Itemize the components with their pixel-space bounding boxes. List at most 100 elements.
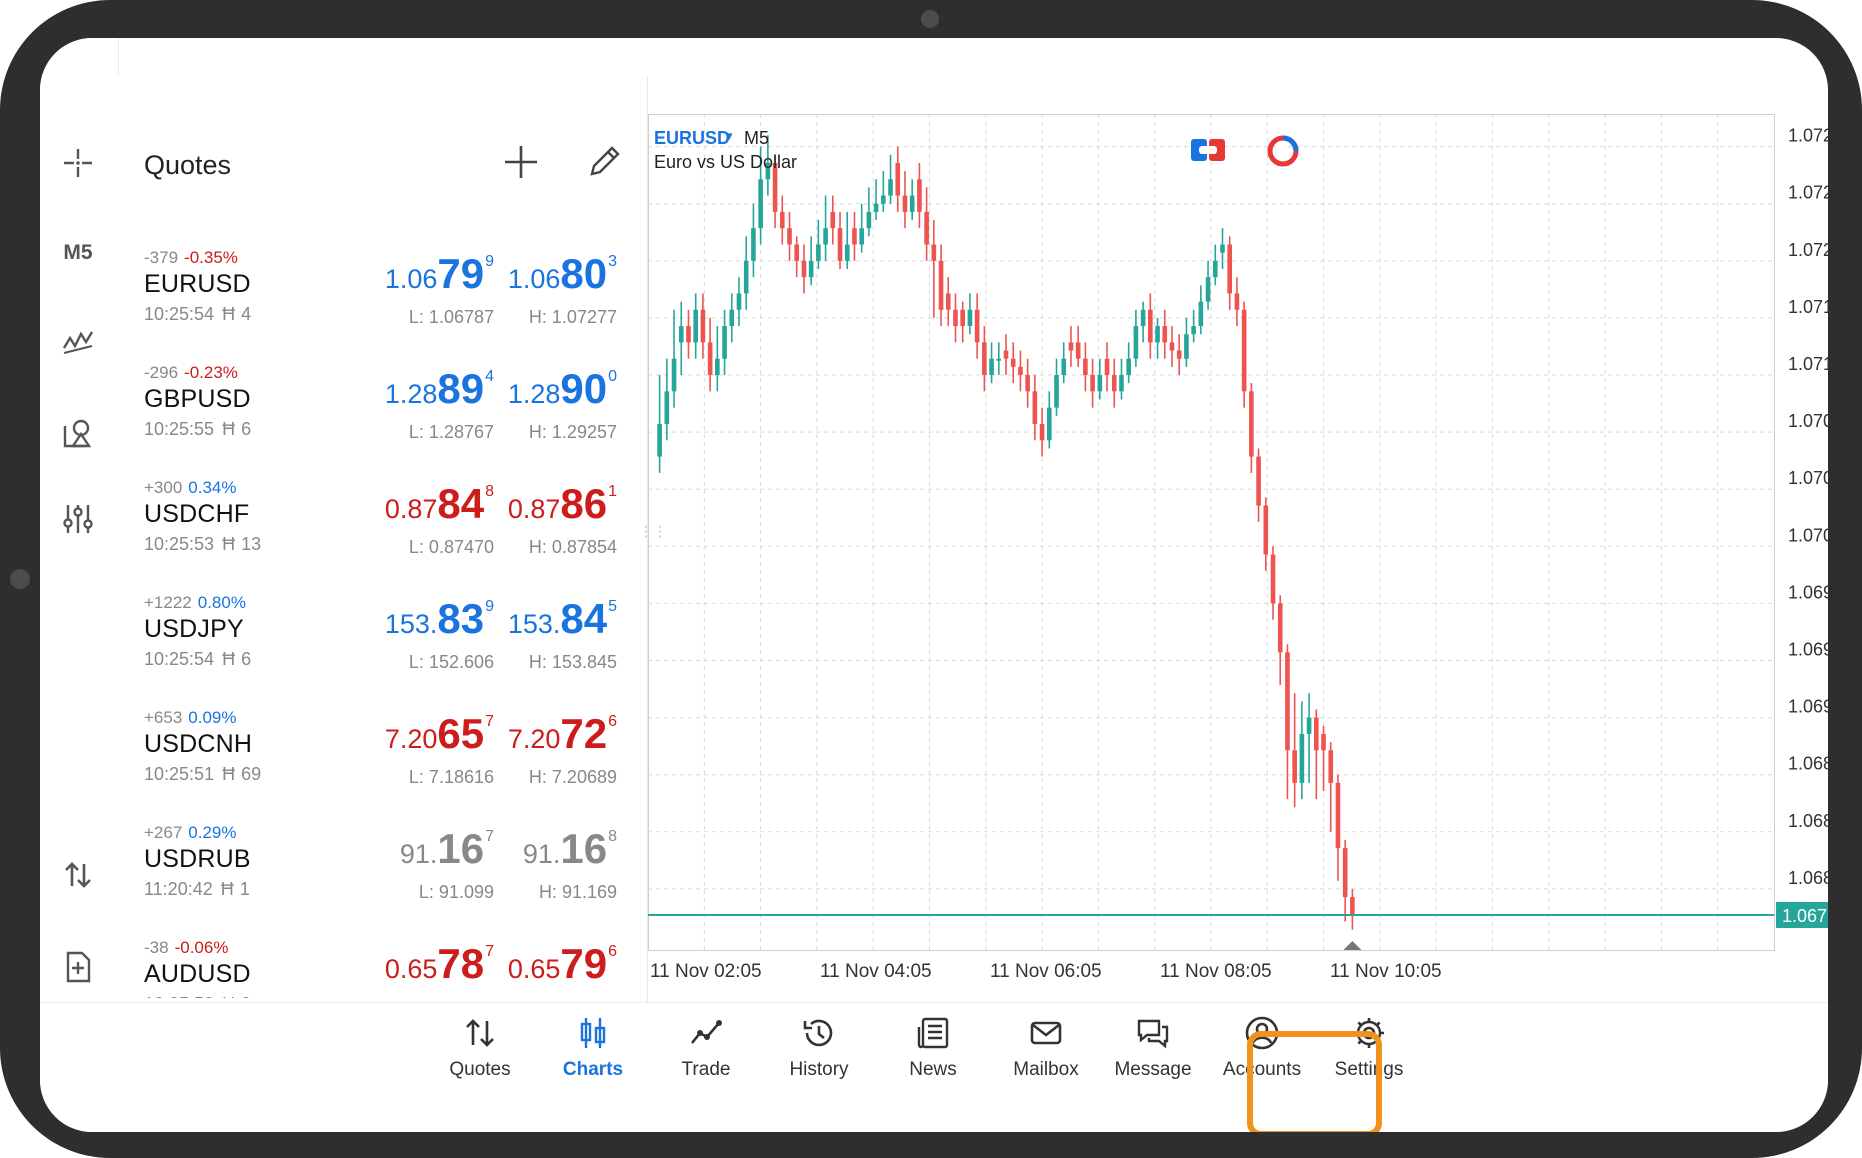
crosshair-tool[interactable] — [50, 140, 106, 186]
edit-pencil-icon[interactable] — [586, 142, 624, 180]
quote-time: 10:25:55 Ħ 6 — [144, 419, 251, 440]
quote-symbol: USDJPY — [144, 615, 244, 643]
change-points: +267 — [144, 823, 183, 842]
bearish-candle — [837, 228, 843, 261]
bid-price-pips: 78 — [437, 940, 485, 987]
quote-change: -38 -0.06% — [144, 938, 228, 958]
change-points: +1222 — [144, 593, 192, 612]
bullish-candle — [678, 326, 684, 343]
spread-icon: Ħ — [222, 764, 236, 784]
bid-price[interactable]: 91.167 — [400, 825, 494, 873]
bid-price-prefix: 0.87 — [384, 494, 438, 524]
timeframe-button[interactable]: M5 — [50, 230, 106, 276]
signals-icon[interactable] — [1266, 134, 1300, 168]
nav-quotes[interactable]: Quotes — [425, 1015, 535, 1095]
quote-row[interactable]: +267 0.29% USDRUB 11:20:42 Ħ 1 91.167 91.168 L: … — [118, 809, 647, 924]
nav-label: History — [789, 1059, 849, 1080]
quote-row[interactable]: +300 0.34% USDCHF 10:25:53 Ħ 13 0.87848 0.87861… — [118, 464, 647, 579]
bearish-candle — [787, 228, 792, 245]
bid-price[interactable]: 0.65787 — [385, 940, 494, 988]
nav-charts[interactable]: Charts — [538, 1015, 648, 1095]
ask-price[interactable]: 1.06803 — [508, 250, 617, 298]
bearish-candle — [686, 326, 691, 343]
sliders-icon — [63, 505, 93, 533]
quote-spread: 4 — [241, 304, 252, 324]
bullish-candle — [989, 358, 994, 376]
history-clock-icon — [803, 1019, 833, 1047]
bullish-candle — [657, 423, 662, 457]
settings-sliders-tool[interactable] — [50, 496, 106, 542]
bearish-candle — [1169, 342, 1175, 351]
nav-news[interactable]: News — [878, 1015, 988, 1095]
ask-price-fraction: 0 — [608, 368, 617, 385]
bullish-candle — [1212, 260, 1218, 278]
change-percent: 0.80% — [197, 593, 246, 612]
indicator-wave-icon — [62, 331, 94, 354]
daily-low: L: 1.06787 — [408, 307, 494, 327]
current-price-tag — [1776, 902, 1828, 929]
quote-spread: 6 — [241, 419, 252, 439]
quote-timestamp: 10:25:53 — [144, 534, 215, 554]
nav-mailbox[interactable]: Mailbox — [991, 1015, 1101, 1095]
ask-price[interactable]: 1.28900 — [508, 365, 617, 413]
nav-trade[interactable]: Trade — [651, 1015, 761, 1095]
ask-price-prefix: 153. — [507, 609, 561, 639]
quote-time: 10:25:51 Ħ 69 — [144, 764, 261, 785]
y-axis-tick-label: 1.07130 — [1788, 354, 1828, 374]
bullish-candle — [1119, 375, 1124, 392]
ask-price[interactable]: 91.168 — [523, 825, 617, 873]
objects-tool[interactable] — [50, 410, 106, 456]
add-symbol-icon[interactable] — [501, 142, 541, 182]
indicators-tool[interactable] — [50, 318, 106, 364]
ask-price[interactable]: 7.20726 — [508, 710, 617, 758]
ask-price[interactable]: 153.845 — [508, 595, 617, 643]
ask-price-pips: 84 — [560, 595, 608, 642]
quote-row[interactable]: -379 -0.35% EURUSD 10:25:54 Ħ 4 1.06799 1.06803… — [118, 234, 647, 349]
bid-price[interactable]: 153.839 — [385, 595, 494, 643]
quote-symbol: USDRUB — [144, 845, 251, 873]
one-click-trading-tool[interactable] — [50, 852, 106, 898]
chart-canvas: 1.07270 1.07235 1.07200 1.07165 1.07130 1.070… — [648, 114, 1828, 982]
bid-price-prefix: 91. — [399, 839, 438, 869]
bearish-candle — [1328, 750, 1334, 783]
nav-message[interactable]: Message — [1098, 1015, 1208, 1095]
quote-row[interactable]: +1222 0.80% USDJPY 10:25:54 Ħ 6 153.839 153.845… — [118, 579, 647, 694]
nav-label: Mailbox — [1013, 1059, 1079, 1080]
ask-price[interactable]: 0.65796 — [508, 940, 617, 988]
one-click-trade-icon[interactable] — [1190, 136, 1226, 164]
bearish-candle — [1148, 309, 1153, 343]
quote-timestamp: 10:25:55 — [144, 419, 215, 439]
quote-row[interactable]: -296 -0.23% GBPUSD 10:25:55 Ħ 6 1.28894 1.28900… — [118, 349, 647, 464]
bearish-candle — [953, 309, 958, 327]
bullish-candle — [736, 293, 742, 310]
objects-shapes-icon — [63, 419, 92, 448]
chart-symbol[interactable]: EURUSD — [654, 128, 731, 148]
bullish-candle — [722, 326, 727, 359]
price-chart[interactable]: 1.07270 1.07235 1.07200 1.07165 1.07130 1.070… — [648, 76, 1828, 1006]
bid-price[interactable]: 1.06799 — [385, 250, 494, 298]
nav-history[interactable]: History — [764, 1015, 874, 1095]
quote-row[interactable]: -38-0.06%AUDUSD10:25:53Ħ90.657870.65796L… — [118, 924, 647, 1002]
quote-symbol: USDCNH — [144, 730, 253, 758]
quote-spread: 13 — [241, 534, 262, 554]
bid-price[interactable]: 1.28894 — [385, 365, 494, 413]
new-order-tool[interactable] — [50, 944, 106, 990]
bearish-candle — [1321, 733, 1326, 751]
bid-price-prefix: 0.65 — [384, 954, 438, 984]
bearish-candle — [1083, 358, 1088, 376]
bid-price-fraction: 9 — [485, 598, 494, 615]
bid-price-fraction: 7 — [485, 828, 494, 845]
bearish-candle — [1075, 342, 1081, 359]
ask-price[interactable]: 0.87861 — [508, 480, 617, 528]
bid-price[interactable]: 7.20657 — [385, 710, 494, 758]
quote-time: 10:25:53 Ħ 13 — [144, 534, 261, 555]
bearish-candle — [1039, 423, 1045, 441]
bullish-candle — [693, 309, 698, 343]
bid-price[interactable]: 0.87848 — [385, 480, 494, 528]
quote-row[interactable]: +653 0.09% USDCNH 10:25:51 Ħ 69 7.20657 7.20726… — [118, 694, 647, 809]
symbol-dropdown-caret-icon[interactable]: ▾ — [726, 128, 733, 143]
quote-symbol: USDCHF — [144, 500, 250, 528]
bullish-candle — [881, 195, 886, 204]
daily-low: L: 0.87470 — [408, 537, 494, 557]
quote-change: -296 -0.23% — [144, 363, 238, 383]
